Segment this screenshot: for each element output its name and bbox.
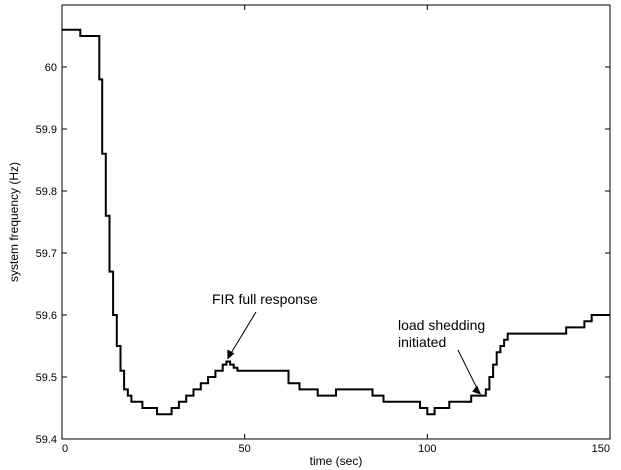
- x-tick-label: 50: [239, 443, 251, 455]
- plot-area: [61, 4, 611, 440]
- y-axis-label: system frequency (Hz): [7, 162, 21, 282]
- x-tick-label: 0: [62, 443, 68, 455]
- frequency-series-line: [62, 28, 610, 416]
- axis-tick-labels: 0 50 100 150 59.4 59.5 59.6 59.7 59.8 59.9 60: [36, 62, 610, 455]
- annotation-fir-full-response: FIR full response: [212, 291, 318, 307]
- annotations: FIR full response load shedding initiated: [212, 291, 485, 395]
- annotation-load-shedding-line: load shedding: [398, 317, 485, 333]
- x-axis-label: time (sec): [310, 454, 363, 468]
- y-tick-label: 60: [45, 62, 57, 74]
- annotation-arrowhead: [472, 385, 482, 395]
- y-tick-label: 59.8: [36, 186, 57, 198]
- y-tick-label: 59.5: [36, 372, 57, 384]
- annotation-load-shedding-line: initiated: [398, 334, 446, 350]
- y-tick-label: 59.9: [36, 124, 57, 136]
- x-tick-label: 150: [592, 443, 610, 455]
- y-tick-label: 59.6: [36, 310, 57, 322]
- annotation-arrow: [227, 311, 257, 358]
- annotation-load-shedding: load shedding initiated: [398, 317, 485, 350]
- annotation-arrowhead: [227, 349, 235, 360]
- x-tick-label: 100: [418, 443, 436, 455]
- y-tick-label: 59.7: [36, 248, 57, 260]
- annotation-arrow: [457, 349, 480, 393]
- y-tick-label: 59.4: [36, 434, 57, 446]
